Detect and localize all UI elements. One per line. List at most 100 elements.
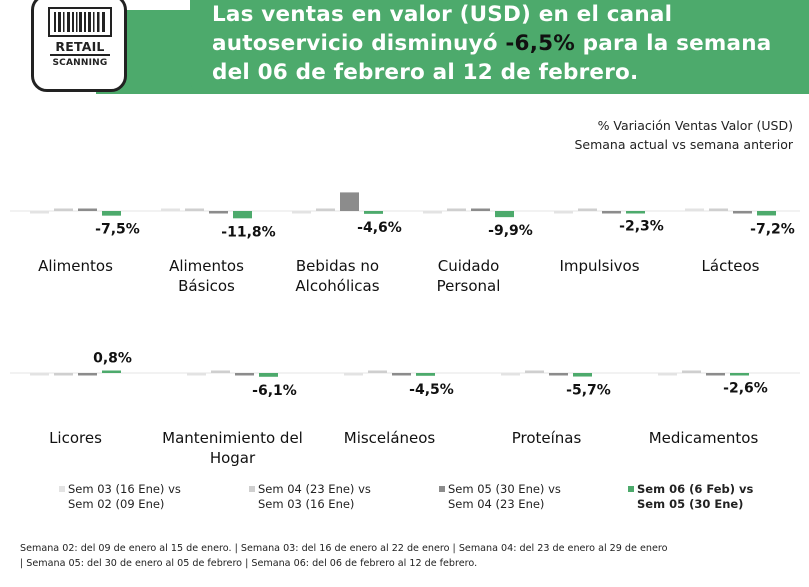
footnote-line1: Semana 02: del 09 de enero al 15 de ener… bbox=[20, 543, 668, 554]
category-label: Licores bbox=[49, 429, 102, 447]
legend-label-line1: Sem 05 (30 Ene) vs bbox=[448, 482, 561, 496]
bar-3 bbox=[209, 211, 228, 214]
header-banner bbox=[190, 0, 809, 94]
bar-4 bbox=[102, 370, 121, 373]
bar-3 bbox=[78, 208, 97, 211]
chart-subtitle-line2: Semana actual vs semana anterior bbox=[574, 137, 793, 152]
bar-2 bbox=[316, 208, 335, 211]
legend-label-line2: Sem 03 (16 Ene) bbox=[258, 497, 355, 511]
category-label: Alimentos bbox=[38, 257, 113, 275]
legend-item: Sem 04 (23 Ene) vs Sem 03 (16 Ene) bbox=[249, 482, 371, 512]
retail-scanning-logo: RETAIL SCANNING bbox=[31, 0, 127, 92]
bar-3 bbox=[78, 373, 97, 376]
bar-3 bbox=[235, 373, 254, 376]
bar-4 bbox=[495, 211, 514, 218]
bar-2 bbox=[525, 370, 544, 373]
bar-4 bbox=[730, 373, 749, 376]
data-label: -7,2% bbox=[750, 221, 795, 237]
bar-4 bbox=[626, 211, 645, 214]
headline-text-end: para la semana del 06 de febrero al 12 d… bbox=[212, 31, 772, 85]
bar-1 bbox=[423, 211, 442, 214]
logo-text-retail: RETAIL bbox=[55, 39, 105, 54]
legend-label-line2: Sem 02 (09 Ene) bbox=[68, 497, 165, 511]
chart-subtitle-line1: % Variación Ventas Valor (USD) bbox=[597, 118, 793, 133]
bar-4 bbox=[259, 373, 278, 377]
category-label: Hogar bbox=[210, 449, 256, 467]
bar-3 bbox=[602, 211, 621, 214]
category-label: Misceláneos bbox=[344, 429, 436, 447]
headline-text: Las ventas en valor (USD) en el canal au… bbox=[212, 2, 673, 56]
category-label: Lácteos bbox=[702, 257, 760, 275]
legend-swatch bbox=[628, 486, 634, 492]
bar-3 bbox=[471, 208, 490, 211]
bar-2 bbox=[54, 208, 73, 211]
logo-text-scanning: SCANNING bbox=[52, 58, 108, 68]
category-label: Básicos bbox=[178, 277, 235, 295]
bar-2 bbox=[368, 370, 387, 373]
legend-label-line2: Sem 05 (30 Ene) bbox=[637, 497, 744, 511]
bar-4 bbox=[757, 211, 776, 216]
footnote-line2: | Semana 05: del 30 de enero al 05 de fe… bbox=[20, 558, 478, 569]
data-label: 0,8% bbox=[93, 351, 132, 367]
bar-3 bbox=[733, 211, 752, 214]
category-label: Impulsivos bbox=[559, 257, 639, 275]
bar-4 bbox=[364, 211, 383, 214]
bar-1 bbox=[161, 208, 180, 211]
week-definitions-footnote: Semana 02: del 09 de enero al 15 de ener… bbox=[20, 541, 800, 571]
bar-2 bbox=[54, 373, 73, 376]
legend-label-line2: Sem 04 (23 Ene) bbox=[448, 497, 545, 511]
legend-swatch bbox=[59, 486, 65, 492]
bar-1 bbox=[501, 373, 520, 376]
bar-3 bbox=[340, 192, 359, 211]
category-label: Cuidado bbox=[438, 257, 500, 275]
bar-4 bbox=[416, 373, 435, 376]
page-headline: Las ventas en valor (USD) en el canal au… bbox=[212, 0, 807, 87]
headline-highlight-value: -6,5% bbox=[505, 31, 575, 56]
bar-3 bbox=[392, 373, 411, 376]
bar-4 bbox=[573, 373, 592, 377]
category-label: Personal bbox=[437, 277, 501, 295]
category-label: Mantenimiento del bbox=[162, 429, 303, 447]
bar-2 bbox=[447, 208, 466, 211]
bar-1 bbox=[187, 373, 206, 376]
category-label: Bebidas no bbox=[296, 257, 379, 275]
data-label: -2,6% bbox=[723, 381, 768, 397]
data-label: -7,5% bbox=[95, 222, 140, 238]
data-label: -5,7% bbox=[566, 383, 611, 399]
bar-2 bbox=[211, 370, 230, 373]
bar-2 bbox=[578, 208, 597, 211]
bar-2 bbox=[682, 370, 701, 373]
data-label: -2,3% bbox=[619, 218, 664, 234]
legend-item: Sem 03 (16 Ene) vs Sem 02 (09 Ene) bbox=[59, 482, 181, 512]
data-label: -6,1% bbox=[252, 383, 297, 399]
bar-1 bbox=[658, 373, 677, 376]
bar-1 bbox=[292, 211, 311, 214]
legend-label-line1: Sem 04 (23 Ene) vs bbox=[258, 482, 371, 496]
legend-label-line1: Sem 03 (16 Ene) vs bbox=[68, 482, 181, 496]
category-label: Proteínas bbox=[512, 429, 582, 447]
data-label: -4,6% bbox=[357, 220, 402, 236]
category-label: Medicamentos bbox=[649, 429, 759, 447]
legend-label-line1: Sem 06 (6 Feb) vs bbox=[637, 482, 754, 496]
barcode-icon bbox=[48, 7, 112, 37]
category-label: Alcohólicas bbox=[295, 277, 379, 295]
bar-1 bbox=[344, 373, 363, 376]
bar-1 bbox=[554, 211, 573, 214]
bar-4 bbox=[233, 211, 252, 219]
bar-3 bbox=[706, 373, 725, 376]
data-label: -11,8% bbox=[221, 224, 275, 240]
data-label: -9,9% bbox=[488, 223, 533, 239]
bar-2 bbox=[185, 208, 204, 211]
bar-1 bbox=[30, 373, 49, 376]
legend-item: Sem 05 (30 Ene) vs Sem 04 (23 Ene) bbox=[439, 482, 561, 512]
bar-2 bbox=[709, 208, 728, 211]
bar-1 bbox=[30, 211, 49, 214]
legend-swatch bbox=[439, 486, 445, 492]
data-label: -4,5% bbox=[409, 382, 454, 398]
bar-1 bbox=[685, 208, 704, 211]
bar-4 bbox=[102, 211, 121, 216]
chart-subtitle: % Variación Ventas Valor (USD) Semana ac… bbox=[574, 116, 793, 154]
legend-item: Sem 06 (6 Feb) vs Sem 05 (30 Ene) bbox=[628, 482, 754, 512]
bar-3 bbox=[549, 373, 568, 376]
